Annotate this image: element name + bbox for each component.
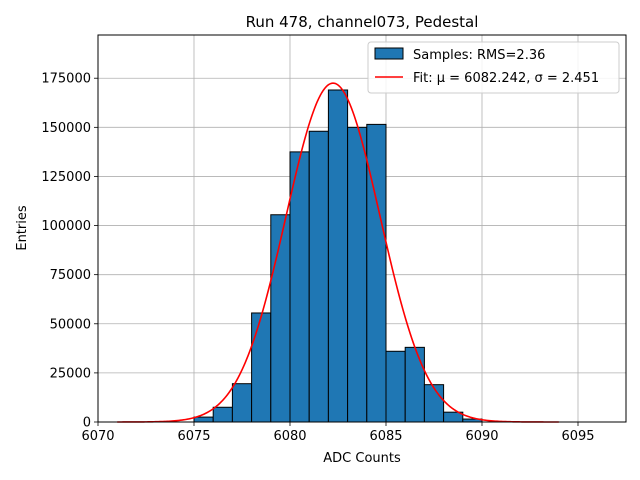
histogram-bar	[193, 416, 214, 423]
x-tick-label: 6070	[81, 429, 114, 444]
y-tick-label: 125000	[41, 170, 91, 185]
histogram-bar	[423, 384, 445, 423]
x-tick-label: 6085	[369, 429, 402, 444]
y-tick-label: 175000	[41, 72, 91, 87]
histogram-bar	[347, 126, 368, 423]
x-axis-label: ADC Counts	[323, 451, 401, 466]
histogram-bar	[289, 151, 310, 423]
y-axis-label: Entries	[15, 205, 30, 251]
legend-histogram-label: Samples: RMS=2.36	[413, 48, 545, 63]
x-tick-label: 6075	[177, 429, 210, 444]
histogram-bar	[270, 214, 291, 423]
histogram-bar	[251, 312, 272, 423]
legend-box	[367, 41, 620, 94]
y-tick-label: 0	[83, 416, 91, 431]
histogram-bars	[193, 89, 483, 423]
x-tick-label: 6095	[561, 429, 594, 444]
x-axis-ticks: 6070 6075 6080 6085 6090 6095	[81, 422, 595, 444]
y-tick-label: 100000	[41, 219, 91, 234]
histogram-bar	[327, 89, 349, 423]
histogram-bar	[212, 406, 233, 423]
histogram-bar	[308, 130, 329, 423]
x-tick-label: 6080	[273, 429, 306, 444]
axes-frame	[97, 34, 627, 423]
histogram-bar	[231, 383, 253, 423]
gaussian-fit-curve	[117, 82, 559, 423]
fit-curve-layer	[117, 82, 559, 423]
y-tick-label: 25000	[50, 366, 91, 381]
legend-fit-label: Fit: μ = 6082.242, σ = 2.451	[413, 71, 599, 86]
y-tick-label: 150000	[41, 121, 91, 136]
y-axis-ticks: 0 25000 50000 75000 100000 125000 150000 175000	[41, 72, 98, 431]
legend-histogram-swatch	[374, 47, 404, 60]
chart-title: Run 478, channel073, Pedestal	[246, 13, 479, 31]
histogram-bar	[404, 346, 425, 423]
legend: Samples: RMS=2.36 Fit: μ = 6082.242, σ =…	[367, 41, 620, 94]
y-tick-label: 75000	[50, 268, 91, 283]
y-tick-label: 50000	[50, 317, 91, 332]
x-tick-label: 6090	[465, 429, 498, 444]
histogram-bar	[385, 350, 406, 423]
